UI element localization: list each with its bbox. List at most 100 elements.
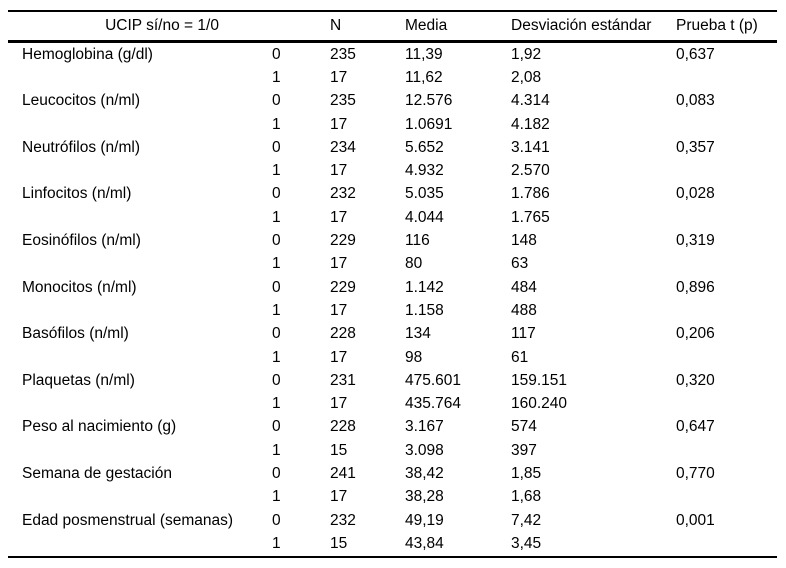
row-label-cell: Hemoglobina (g/dl)	[22, 45, 153, 63]
table-row: 1 17 1.0691 4.182	[8, 113, 777, 136]
group-cell: 1	[272, 115, 281, 133]
row-label-cell	[8, 392, 258, 415]
p-cell: 0,028	[676, 185, 715, 203]
row-label-cell: Linfocitos (n/ml)	[22, 185, 132, 203]
p-cell	[662, 299, 777, 322]
table-row: Monocitos (n/ml) 0 229 1.142 484 0,896	[8, 276, 777, 299]
table-row: 1 15 43,84 3,45	[8, 532, 777, 557]
media-cell: 475.601	[405, 371, 462, 389]
row-label-cell: Peso al nacimiento (g)	[22, 418, 177, 436]
n-cell: 17	[330, 255, 348, 273]
table-row: Leucocitos (n/ml) 0 235 12.576 4.314 0,0…	[8, 90, 777, 113]
table-row: Peso al nacimiento (g) 0 228 3.167 574 0…	[8, 416, 777, 439]
media-cell: 4.044	[405, 208, 444, 226]
p-cell	[662, 253, 777, 276]
media-cell: 1.0691	[405, 115, 453, 133]
row-label-cell: Leucocitos (n/ml)	[22, 92, 141, 110]
table-row: Neutrófilos (n/ml) 0 234 5.652 3.141 0,3…	[8, 136, 777, 159]
table-row: 1 17 4.044 1.765	[8, 206, 777, 229]
table-row: 1 17 1.158 488	[8, 299, 777, 322]
group-cell: 1	[272, 534, 281, 552]
row-label-cell	[8, 299, 258, 322]
group-cell: 1	[272, 255, 281, 273]
sd-cell: 484	[511, 278, 537, 296]
n-cell: 234	[330, 138, 356, 156]
n-cell: 232	[330, 185, 356, 203]
p-cell: 0,319	[676, 232, 715, 250]
row-label-cell: Neutrófilos (n/ml)	[22, 138, 140, 156]
n-cell: 241	[330, 464, 356, 482]
p-cell: 0,770	[676, 464, 715, 482]
n-cell: 229	[330, 278, 356, 296]
table-row: Hemoglobina (g/dl) 0 235 11,39 1,92 0,63…	[8, 42, 777, 67]
media-cell: 4.932	[405, 162, 444, 180]
media-cell: 80	[405, 255, 423, 273]
p-cell	[662, 486, 777, 509]
sd-cell: 4.314	[511, 92, 550, 110]
sd-cell: 1,68	[511, 488, 542, 506]
sd-cell: 2,08	[511, 68, 542, 86]
p-cell	[662, 532, 777, 556]
p-cell: 0,320	[676, 371, 715, 389]
n-cell: 231	[330, 371, 356, 389]
group-cell: 0	[272, 418, 281, 436]
header-n-label: N	[330, 17, 342, 34]
table-row: 1 17 435.764 160.240	[8, 392, 777, 415]
sd-cell: 1,92	[511, 45, 542, 63]
p-cell: 0,896	[676, 278, 715, 296]
media-cell: 11,39	[405, 45, 443, 63]
n-cell: 17	[330, 348, 348, 366]
row-label-cell	[8, 346, 258, 369]
media-cell: 38,42	[405, 464, 444, 482]
n-cell: 229	[330, 232, 356, 250]
table-body: Hemoglobina (g/dl) 0 235 11,39 1,92 0,63…	[8, 42, 777, 557]
media-cell: 1.142	[405, 278, 444, 296]
p-cell	[662, 66, 777, 89]
media-cell: 116	[405, 232, 430, 250]
sd-cell: 1,85	[511, 464, 542, 482]
media-cell: 38,28	[405, 488, 444, 506]
row-label-cell: Eosinófilos (n/ml)	[22, 232, 141, 250]
table-row: 1 17 80 63	[8, 253, 777, 276]
media-cell: 49,19	[405, 511, 444, 529]
sd-cell: 2.570	[511, 162, 550, 180]
n-cell: 235	[330, 92, 356, 110]
n-cell: 17	[330, 488, 348, 506]
n-cell: 232	[330, 511, 356, 529]
row-label-cell	[8, 159, 258, 182]
table-row: 1 17 38,28 1,68	[8, 486, 777, 509]
media-cell: 3.167	[405, 418, 444, 436]
table-row: 1 15 3.098 397	[8, 439, 777, 462]
p-cell: 0,083	[676, 92, 715, 110]
p-cell: 0,206	[676, 325, 715, 343]
row-label-cell	[8, 113, 258, 136]
table-row: 1 17 11,62 2,08	[8, 66, 777, 89]
stats-table: UCIP sí/no = 1/0 N Media Desviación está…	[8, 10, 777, 558]
group-cell: 0	[272, 232, 281, 250]
row-label-cell	[8, 66, 258, 89]
sd-cell: 61	[511, 348, 529, 366]
p-cell	[662, 392, 777, 415]
table-row: Linfocitos (n/ml) 0 232 5.035 1.786 0,02…	[8, 183, 777, 206]
header-row: UCIP sí/no = 1/0 N Media Desviación está…	[8, 11, 777, 42]
group-cell: 0	[272, 371, 281, 389]
row-label-cell: Semana de gestación	[22, 464, 172, 482]
p-cell	[662, 159, 777, 182]
media-cell: 5.035	[405, 185, 444, 203]
sd-cell: 1.786	[511, 185, 550, 203]
group-cell: 0	[272, 138, 281, 156]
media-cell: 5.652	[405, 138, 444, 156]
media-cell: 98	[405, 348, 423, 366]
n-cell: 17	[330, 68, 348, 86]
header-ttest-label: Prueba t (p)	[676, 17, 758, 34]
sd-cell: 574	[511, 418, 537, 436]
table-row: 1 17 98 61	[8, 346, 777, 369]
p-cell: 0,647	[676, 418, 715, 436]
table-row: Plaquetas (n/ml) 0 231 475.601 159.151 0…	[8, 369, 777, 392]
group-cell: 1	[272, 441, 281, 459]
n-cell: 17	[330, 162, 348, 180]
p-cell	[662, 206, 777, 229]
sd-cell: 148	[511, 232, 537, 250]
table-row: Eosinófilos (n/ml) 0 229 116 148 0,319	[8, 229, 777, 252]
